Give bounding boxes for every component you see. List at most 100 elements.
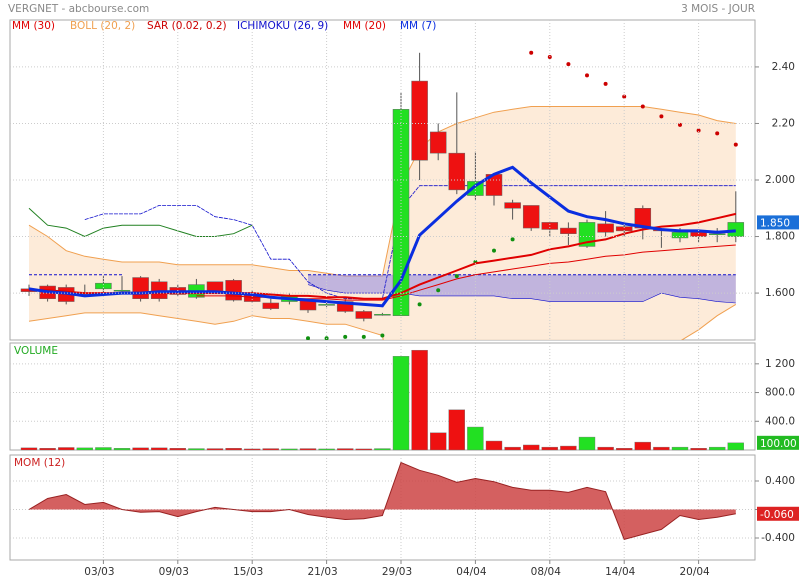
sar-dot bbox=[306, 336, 310, 340]
volume-bar bbox=[392, 356, 410, 451]
volume-bar bbox=[616, 448, 633, 451]
y-tick-label: 2.20 bbox=[772, 117, 795, 129]
candle-body bbox=[374, 314, 391, 316]
candle-body bbox=[262, 302, 280, 309]
y-tick-label: 1 200 bbox=[765, 358, 795, 370]
volume-bar bbox=[467, 426, 484, 451]
price-plot bbox=[20, 50, 745, 340]
volume-bar bbox=[169, 448, 187, 451]
volume-bar bbox=[337, 448, 354, 451]
volume-bar bbox=[634, 441, 651, 451]
x-tick-label: 14/04 bbox=[605, 566, 636, 578]
volume-bar bbox=[20, 447, 38, 451]
x-tick-label: 08/04 bbox=[531, 566, 562, 578]
last-value-box bbox=[757, 435, 799, 450]
period: 3 MOIS - JOUR bbox=[681, 3, 755, 15]
volume-bar bbox=[671, 446, 689, 451]
candle-body bbox=[355, 311, 373, 319]
volume-bar bbox=[225, 448, 242, 451]
momentum-area bbox=[29, 462, 736, 540]
volume-bar bbox=[243, 448, 261, 451]
volume-bar bbox=[299, 448, 317, 451]
sar-dot bbox=[529, 50, 534, 55]
candle-body bbox=[95, 282, 112, 290]
volume-bar bbox=[578, 436, 596, 451]
y-tick-label: 800.0 bbox=[765, 387, 795, 399]
volume-bar bbox=[318, 448, 335, 451]
candle-body bbox=[206, 281, 224, 292]
sar-dot bbox=[640, 104, 645, 109]
y-tick-label: -0.400 bbox=[761, 532, 795, 544]
volume-bar bbox=[560, 445, 577, 451]
volume-bar bbox=[504, 446, 521, 451]
x-tick-label: 15/03 bbox=[233, 566, 263, 578]
volume-bar bbox=[39, 448, 56, 451]
candle-body bbox=[448, 152, 466, 191]
candle-body bbox=[578, 222, 596, 247]
sar-dot bbox=[492, 248, 496, 253]
volume-bar bbox=[95, 447, 112, 451]
sar-dot bbox=[510, 237, 515, 242]
sar-dot bbox=[696, 128, 701, 133]
candle-body bbox=[671, 232, 689, 239]
momentum-line bbox=[28, 461, 736, 540]
sar-dot bbox=[454, 274, 459, 279]
volume-bar bbox=[281, 448, 298, 451]
volume-bar bbox=[690, 448, 707, 451]
volume-bar bbox=[262, 448, 279, 451]
y-tick-label: 2.40 bbox=[772, 61, 795, 73]
sar-dot bbox=[547, 55, 552, 60]
sar-dot bbox=[733, 142, 738, 147]
candle-body bbox=[132, 277, 149, 299]
sar-dot bbox=[715, 131, 720, 136]
candle-body bbox=[690, 232, 707, 237]
legend-entry: BOLL (20, 2) bbox=[70, 20, 135, 32]
sar-dot bbox=[659, 114, 664, 119]
volume-bar bbox=[411, 349, 428, 451]
volume-bar bbox=[374, 448, 391, 451]
moving-average bbox=[28, 165, 736, 308]
sar-dot bbox=[585, 73, 589, 78]
sar-dot bbox=[436, 288, 441, 293]
candle-body bbox=[541, 222, 559, 230]
last-value-label: 100.00 bbox=[760, 438, 797, 450]
y-tick-label: 1.600 bbox=[765, 287, 795, 299]
last-value-box bbox=[757, 506, 799, 521]
volume-bar bbox=[653, 446, 670, 451]
sar-dot bbox=[603, 81, 608, 86]
y-tick-label: 400.0 bbox=[765, 415, 795, 427]
mom-panel bbox=[9, 454, 756, 561]
chart-title: VERGNET - abcbourse.com bbox=[8, 3, 149, 15]
x-tick-label: 04/04 bbox=[456, 566, 487, 578]
sar-dot bbox=[566, 62, 571, 67]
candle-body bbox=[411, 80, 428, 161]
candle-body bbox=[560, 227, 577, 234]
volume-bar bbox=[206, 448, 224, 451]
sar-dot bbox=[417, 302, 422, 307]
sar-dot bbox=[380, 333, 385, 338]
volume-bar bbox=[58, 447, 75, 451]
legend-entry: MM (30) bbox=[12, 20, 55, 32]
volume-bar bbox=[727, 442, 744, 451]
mom-title: MOM (12) bbox=[14, 457, 65, 469]
x-tick-label: 03/03 bbox=[84, 566, 114, 578]
volume-bar bbox=[485, 440, 503, 451]
volume-bar bbox=[597, 446, 614, 451]
x-tick-label: 20/04 bbox=[679, 566, 710, 578]
candle-body bbox=[113, 289, 131, 292]
volume-bar bbox=[150, 447, 168, 451]
volume-bar bbox=[188, 448, 205, 451]
candle-body bbox=[504, 202, 521, 209]
x-tick-label: 09/03 bbox=[159, 566, 189, 578]
legend-entry: SAR (0.02, 0.2) bbox=[147, 20, 227, 32]
y-tick-label: 1.800 bbox=[765, 231, 795, 243]
candle-body bbox=[708, 233, 726, 235]
y-tick-label: 2.000 bbox=[765, 174, 795, 186]
volume-bar bbox=[76, 447, 94, 451]
candle-body bbox=[429, 131, 447, 154]
x-tick-label: 21/03 bbox=[307, 566, 337, 578]
volume-bar bbox=[448, 409, 465, 451]
volume-title: VOLUME bbox=[14, 345, 58, 357]
legend-entry: ICHIMOKU (26, 9) bbox=[237, 20, 328, 32]
